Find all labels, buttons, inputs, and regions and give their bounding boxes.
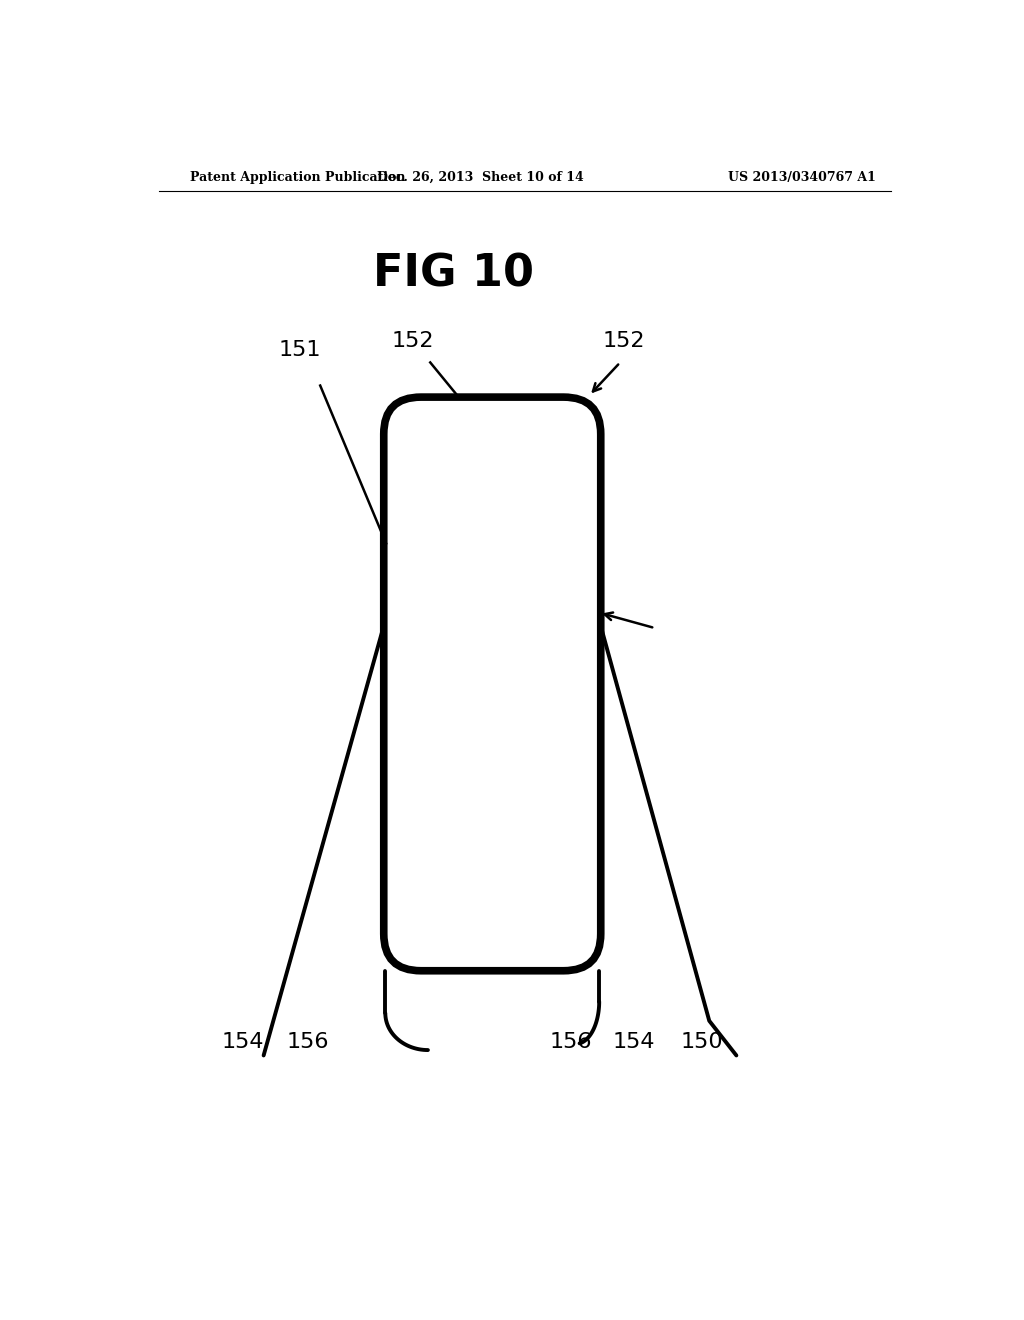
FancyBboxPatch shape xyxy=(384,397,601,970)
Text: 154: 154 xyxy=(612,1032,655,1052)
Text: US 2013/0340767 A1: US 2013/0340767 A1 xyxy=(728,172,877,185)
Text: 152: 152 xyxy=(603,331,645,351)
Text: 150: 150 xyxy=(680,1032,723,1052)
Text: 156: 156 xyxy=(287,1032,329,1052)
Text: 156: 156 xyxy=(550,1032,593,1052)
Text: 154: 154 xyxy=(221,1032,264,1052)
Text: 152: 152 xyxy=(392,331,434,351)
Text: 151: 151 xyxy=(279,341,322,360)
Text: FIG 10: FIG 10 xyxy=(373,252,534,296)
Text: Dec. 26, 2013  Sheet 10 of 14: Dec. 26, 2013 Sheet 10 of 14 xyxy=(377,172,584,185)
Text: Patent Application Publication: Patent Application Publication xyxy=(190,172,406,185)
